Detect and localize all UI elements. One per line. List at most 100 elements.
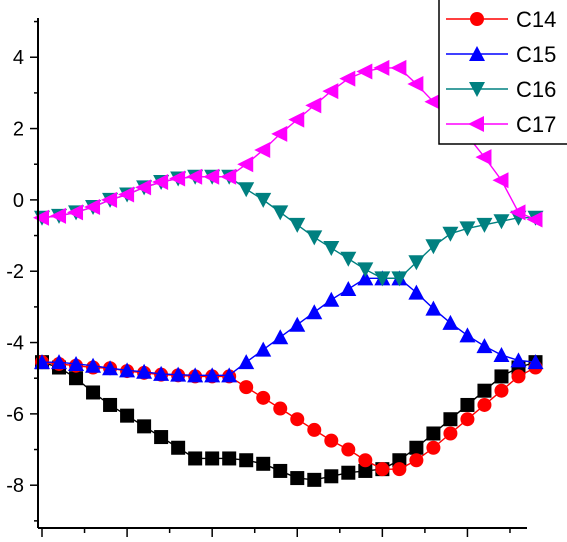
- data-point: [119, 362, 136, 378]
- data-point: [392, 462, 407, 477]
- data-point: [511, 369, 526, 384]
- data-point: [170, 366, 187, 382]
- data-point: [306, 304, 323, 320]
- data-point: [374, 271, 391, 287]
- data-point: [494, 369, 509, 384]
- data-point: [222, 451, 237, 466]
- data-point: [426, 440, 441, 455]
- legend-box: [438, 0, 567, 145]
- y-tick-label: 4: [13, 47, 24, 69]
- data-point: [306, 230, 323, 246]
- data-point: [288, 111, 305, 128]
- data-point: [255, 341, 272, 357]
- data-point: [51, 354, 68, 370]
- data-point: [357, 262, 374, 278]
- y-tick-label: 2: [13, 119, 24, 141]
- data-point: [492, 172, 509, 189]
- data-point: [493, 347, 510, 363]
- data-point: [153, 365, 170, 381]
- data-point: [476, 338, 493, 354]
- data-point: [425, 239, 442, 255]
- data-point: [442, 314, 459, 330]
- data-point: [220, 168, 237, 185]
- data-point: [408, 284, 425, 300]
- data-point: [407, 75, 424, 92]
- data-point: [102, 360, 119, 376]
- legend-item-c16: C16: [446, 77, 556, 102]
- data-point: [290, 471, 305, 486]
- data-point: [409, 440, 424, 455]
- y-tick-label: -2: [6, 261, 24, 283]
- data-point: [426, 426, 441, 441]
- legend-item-c14: C14: [446, 7, 556, 32]
- data-point: [205, 451, 220, 466]
- data-point: [221, 367, 238, 383]
- y-tick-label: -4: [6, 333, 24, 355]
- data-point: [509, 204, 526, 221]
- data-point: [204, 367, 221, 383]
- data-point: [69, 371, 84, 386]
- series-line: [41, 176, 536, 280]
- data-point: [237, 156, 254, 173]
- legend-item-c15: C15: [446, 42, 556, 67]
- data-point: [339, 70, 356, 87]
- legend-label: C15: [516, 42, 556, 67]
- data-point: [390, 59, 407, 76]
- data-point: [67, 204, 84, 221]
- data-point: [86, 385, 101, 400]
- data-point: [239, 380, 254, 395]
- series-c17: [33, 59, 543, 228]
- data-point: [203, 168, 220, 185]
- data-point: [358, 453, 373, 468]
- data-point: [169, 170, 186, 187]
- data-point: [323, 291, 340, 307]
- data-point: [493, 214, 510, 230]
- data-point: [460, 397, 475, 412]
- data-point: [272, 205, 289, 221]
- data-point: [510, 352, 527, 368]
- data-point: [459, 221, 476, 237]
- data-point: [391, 271, 408, 287]
- data-point: [476, 217, 493, 233]
- data-point: [324, 469, 339, 484]
- data-point: [443, 412, 458, 427]
- data-point: [239, 453, 254, 468]
- data-point: [477, 383, 492, 398]
- data-point: [271, 125, 288, 142]
- legend-marker: [469, 82, 485, 97]
- legend-label: C17: [516, 112, 556, 137]
- data-point: [290, 412, 305, 427]
- legend-label: C16: [516, 77, 556, 102]
- data-point: [256, 456, 271, 471]
- data-point: [340, 281, 357, 297]
- data-point: [272, 329, 289, 345]
- data-point: [358, 463, 373, 478]
- legend-marker: [469, 46, 485, 61]
- data-point: [137, 419, 152, 434]
- data-point: [254, 141, 271, 158]
- data-point: [425, 300, 442, 316]
- data-point: [356, 63, 373, 80]
- data-point: [273, 463, 288, 478]
- data-point: [171, 440, 186, 455]
- data-point: [186, 168, 203, 185]
- series-c15: [34, 270, 544, 383]
- data-point: [152, 174, 169, 191]
- data-point: [341, 465, 356, 480]
- data-point: [103, 397, 118, 412]
- data-point: [408, 255, 425, 271]
- data-point: [322, 83, 339, 100]
- data-point: [375, 462, 390, 477]
- x-tick-layer: [41, 528, 511, 537]
- y-tick-label: 0: [13, 190, 24, 212]
- legend-label: C14: [516, 7, 556, 32]
- data-point: [118, 186, 135, 203]
- legend-item-c17: C17: [446, 112, 556, 137]
- data-point: [477, 397, 492, 412]
- data-point: [255, 192, 272, 208]
- series-line: [42, 277, 536, 377]
- legend-marker: [470, 12, 484, 26]
- data-point: [494, 383, 509, 398]
- data-point: [135, 179, 152, 196]
- data-point: [424, 93, 441, 110]
